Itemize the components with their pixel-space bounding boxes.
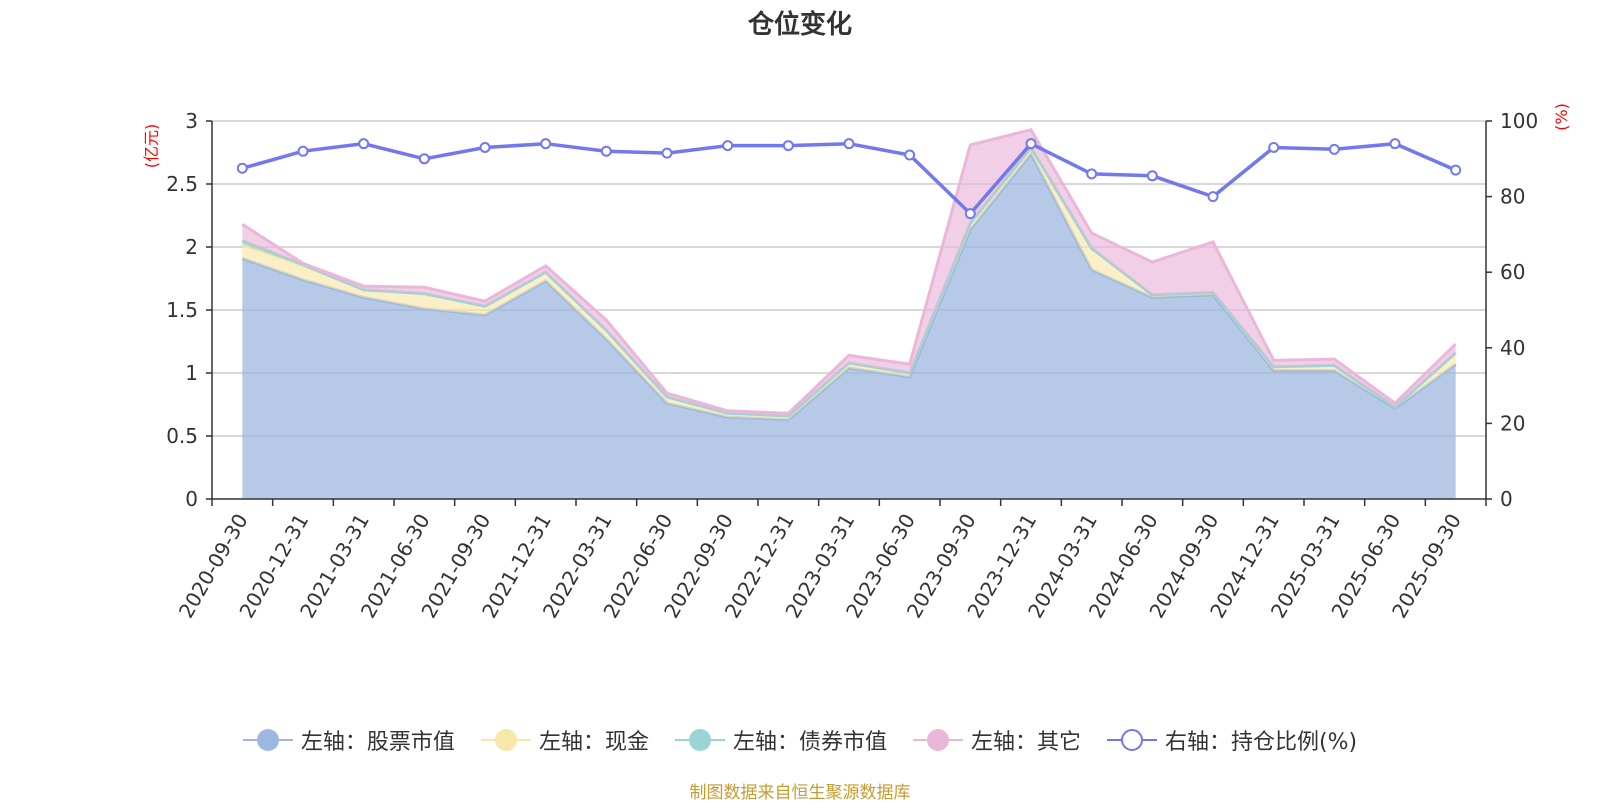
chart-title: 仓位变化 <box>747 10 852 40</box>
area-edge-3 <box>241 128 1457 415</box>
right-tick-label: 40 <box>1500 336 1525 360</box>
ratio-point[interactable] <box>1025 138 1037 150</box>
legend-label: 右轴：持仓比例(%) <box>1164 730 1358 755</box>
ratio-point[interactable] <box>1268 141 1280 153</box>
ratio-point[interactable] <box>782 140 794 152</box>
right-tick-label: 20 <box>1500 411 1525 435</box>
ratio-point[interactable] <box>358 138 370 150</box>
ratio-point[interactable] <box>722 140 734 152</box>
legend-label: 左轴：股票市值 <box>300 730 455 755</box>
legend-item-3[interactable]: 左轴：其它 <box>912 724 1081 756</box>
ratio-point[interactable] <box>600 145 612 157</box>
legend-swatch-icon <box>1106 728 1157 752</box>
right-tick-label: 80 <box>1500 185 1525 209</box>
legend-item-1[interactable]: 左轴：现金 <box>480 724 649 756</box>
legend-swatch-icon <box>674 728 725 752</box>
ratio-point[interactable] <box>479 141 491 153</box>
left-tick-label: 0 <box>185 487 198 511</box>
legend-item-4[interactable]: 右轴：持仓比例(%) <box>1106 724 1358 756</box>
right-tick-label: 0 <box>1500 487 1513 511</box>
ratio-point[interactable] <box>1207 191 1219 203</box>
left-tick-label: 1 <box>185 361 198 385</box>
legend-swatch-icon <box>480 728 531 752</box>
right-tick-label: 60 <box>1500 260 1525 284</box>
area-0 <box>242 153 1456 500</box>
right-tick-label: 100 <box>1500 109 1538 133</box>
legend: 左轴：股票市值 左轴：现金 左轴：债券市值 左轴：其它 右轴：持仓比例(%) <box>0 720 1600 760</box>
area-3 <box>242 129 1456 416</box>
source-note: 制图数据来自恒生聚源数据库 <box>689 783 911 803</box>
ratio-point[interactable] <box>1328 143 1340 155</box>
ratio-point[interactable] <box>843 138 855 150</box>
left-tick-label: 2.5 <box>166 172 198 196</box>
axes <box>206 120 1492 506</box>
right-axis-unit: (%) <box>1552 103 1571 131</box>
legend-swatch-icon <box>242 728 293 752</box>
ratio-point[interactable] <box>1146 170 1158 182</box>
chart-plot: 00.511.522.530204060801002020-09-302020-… <box>142 103 1571 622</box>
area-1 <box>242 147 1456 420</box>
left-tick-label: 3 <box>185 109 198 133</box>
ratio-point[interactable] <box>236 162 248 174</box>
ratio-point[interactable] <box>1389 138 1401 150</box>
ratio-point[interactable] <box>540 138 552 150</box>
left-tick-label: 2 <box>185 235 198 259</box>
legend-label: 左轴：其它 <box>970 730 1081 755</box>
ratio-point[interactable] <box>1086 168 1098 180</box>
ratio-point[interactable] <box>418 153 430 165</box>
legend-label: 左轴：债券市值 <box>732 730 887 755</box>
legend-swatch-icon <box>912 728 963 752</box>
ratio-point[interactable] <box>661 147 673 159</box>
left-axis-unit: (亿元) <box>142 124 161 169</box>
ratio-point[interactable] <box>297 145 309 157</box>
legend-label: 左轴：现金 <box>538 730 649 755</box>
left-tick-label: 1.5 <box>166 298 198 322</box>
left-tick-label: 0.5 <box>166 424 198 448</box>
legend-item-2[interactable]: 左轴：债券市值 <box>674 724 887 756</box>
stacked-areas <box>241 128 1457 500</box>
legend-item-0[interactable]: 左轴：股票市值 <box>242 724 455 756</box>
ratio-point[interactable] <box>1450 164 1462 176</box>
ratio-point[interactable] <box>904 149 916 161</box>
ratio-line <box>236 138 1462 220</box>
ratio-point[interactable] <box>964 208 976 220</box>
